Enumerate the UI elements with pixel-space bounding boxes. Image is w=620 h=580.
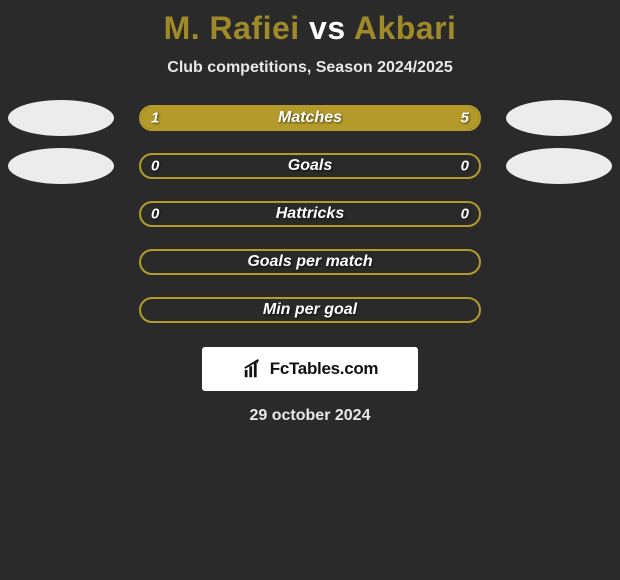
stat-row-matches: 1 Matches 5 — [0, 105, 620, 131]
stat-value-left: 0 — [151, 206, 159, 223]
stat-row-gpm: Goals per match — [0, 249, 620, 275]
card-subtitle: Club competitions, Season 2024/2025 — [167, 59, 452, 77]
brand-logo-icon — [242, 358, 264, 380]
stat-bar: Min per goal — [139, 297, 481, 323]
stat-row-goals: 0 Goals 0 — [0, 153, 620, 179]
stat-value-right: 0 — [461, 158, 469, 175]
stat-label: Hattricks — [276, 205, 344, 223]
stat-value-left: 0 — [151, 158, 159, 175]
card-title: M. Rafiei vs Akbari — [164, 10, 457, 47]
stat-value-right: 5 — [461, 110, 469, 127]
stat-row-hattricks: 0 Hattricks 0 — [0, 201, 620, 227]
player2-name: Akbari — [354, 10, 457, 46]
player1-name: M. Rafiei — [164, 10, 300, 46]
date-text: 29 october 2024 — [250, 407, 371, 425]
ellipse-right — [506, 100, 612, 136]
stat-bar: 0 Hattricks 0 — [139, 201, 481, 227]
comparison-card: M. Rafiei vs Akbari Club competitions, S… — [0, 0, 620, 435]
stat-bar: 1 Matches 5 — [139, 105, 481, 131]
stat-row-mpg: Min per goal — [0, 297, 620, 323]
brand-badge[interactable]: FcTables.com — [202, 347, 418, 391]
stat-bar: Goals per match — [139, 249, 481, 275]
stat-bar: 0 Goals 0 — [139, 153, 481, 179]
stat-label: Goals per match — [247, 253, 372, 271]
ellipse-left — [8, 148, 114, 184]
stat-label: Matches — [278, 109, 342, 127]
brand-text: FcTables.com — [270, 359, 379, 379]
stat-rows: 1 Matches 5 0 Goals 0 0 Hat — [0, 105, 620, 323]
ellipse-right — [506, 148, 612, 184]
vs-text: vs — [309, 10, 346, 46]
ellipse-left — [8, 100, 114, 136]
bar-fill-left — [141, 107, 198, 129]
stat-label: Min per goal — [263, 301, 357, 319]
stat-label: Goals — [288, 157, 332, 175]
stat-value-right: 0 — [461, 206, 469, 223]
stat-value-left: 1 — [151, 110, 159, 127]
